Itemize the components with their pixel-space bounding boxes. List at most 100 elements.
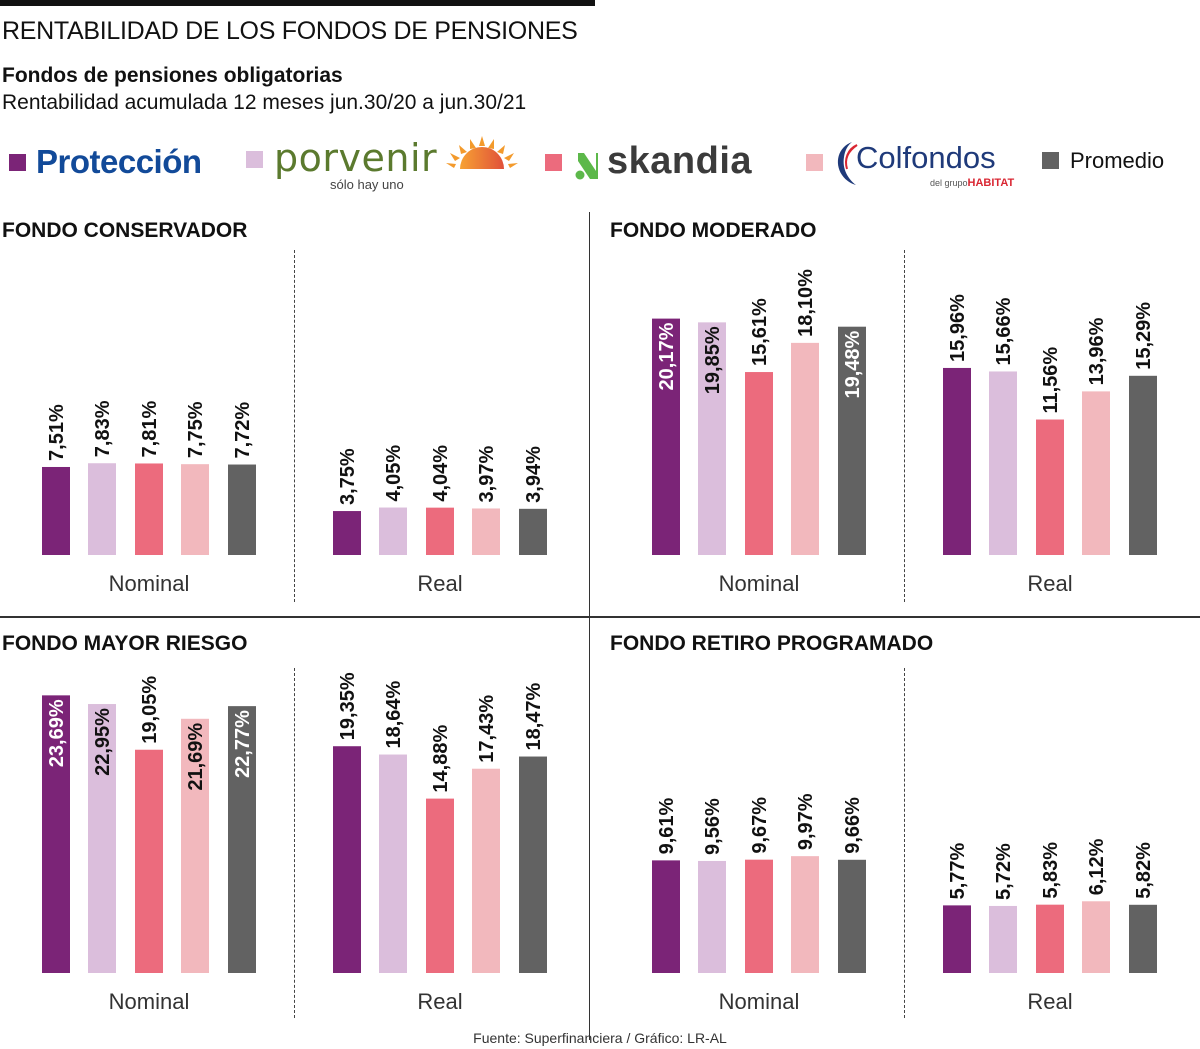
data-label-retiro-programado-nominal-promedio: 9,66% [842, 797, 864, 854]
bar-moderado-real-promedio [1129, 375, 1157, 555]
source-note: Fuente: Superfinanciera / Gráfico: LR-AL [473, 1030, 727, 1046]
bar-retiro-programado-nominal-skandia [745, 859, 773, 973]
data-label-conservador-real-proteccion: 3,75% [337, 448, 359, 505]
bar-retiro-programado-real-proteccion [943, 905, 971, 973]
bar-conservador-real-colfondos [472, 508, 500, 555]
data-label-moderado-nominal-skandia: 15,61% [749, 298, 771, 366]
vertical-divider [589, 212, 590, 1040]
group-label-retiro-programado-real: Real [1027, 989, 1072, 1014]
data-label-retiro-programado-real-promedio: 5,82% [1133, 842, 1155, 899]
data-label-retiro-programado-real-colfondos: 6,12% [1086, 838, 1108, 895]
bar-mayor-riesgo-real-skandia [426, 798, 454, 973]
group-label-moderado-nominal: Nominal [719, 571, 800, 596]
data-label-mayor-riesgo-real-skandia: 14,88% [430, 725, 452, 793]
chart-date-range: Rentabilidad acumulada 12 meses jun.30/2… [2, 91, 527, 114]
bar-moderado-nominal-skandia [745, 372, 773, 555]
chart-title: RENTABILIDAD DE LOS FONDOS DE PENSIONES [2, 17, 578, 45]
group-label-moderado-real: Real [1027, 571, 1072, 596]
panel-title-moderado: FONDO MODERADO [610, 219, 817, 242]
legend-swatch-promedio [1042, 152, 1059, 169]
bar-moderado-nominal-promedio [838, 326, 866, 555]
legend-swatch-skandia [545, 154, 562, 171]
data-label-moderado-nominal-proteccion: 20,17% [656, 322, 678, 390]
data-label-moderado-real-proteccion: 15,96% [947, 294, 969, 362]
colfondos-swoosh-icon [837, 142, 858, 185]
data-label-moderado-real-porvenir: 15,66% [993, 297, 1015, 365]
data-label-mayor-riesgo-real-proteccion: 19,35% [337, 672, 359, 740]
bar-mayor-riesgo-real-promedio [519, 756, 547, 973]
data-label-retiro-programado-real-proteccion: 5,77% [947, 842, 969, 899]
group-separator-moderado [904, 250, 905, 602]
bar-retiro-programado-real-porvenir [989, 905, 1017, 973]
data-label-conservador-nominal-proteccion: 7,51% [46, 404, 68, 461]
colfondos-tagline: del grupoHABITAT [930, 177, 1014, 189]
data-label-conservador-real-promedio: 3,94% [523, 446, 545, 503]
bar-retiro-programado-real-colfondos [1082, 901, 1110, 973]
data-label-conservador-real-skandia: 4,04% [430, 445, 452, 502]
data-label-mayor-riesgo-real-porvenir: 18,64% [383, 680, 405, 748]
bar-mayor-riesgo-nominal-porvenir [88, 704, 116, 973]
data-label-mayor-riesgo-nominal-skandia: 19,05% [139, 676, 161, 744]
data-label-moderado-nominal-porvenir: 19,85% [702, 326, 724, 394]
bar-moderado-real-skandia [1036, 419, 1064, 555]
bar-conservador-real-promedio [519, 508, 547, 555]
skandia-mark-icon [574, 153, 598, 180]
group-separator-conservador [294, 250, 295, 602]
panel-title-mayor-riesgo: FONDO MAYOR RIESGO [2, 632, 248, 655]
data-label-retiro-programado-nominal-porvenir: 9,56% [702, 798, 724, 855]
data-label-mayor-riesgo-nominal-porvenir: 22,95% [92, 708, 114, 776]
bar-conservador-nominal-proteccion [42, 466, 70, 555]
bar-mayor-riesgo-real-colfondos [472, 768, 500, 973]
group-label-conservador-real: Real [417, 571, 462, 596]
bar-conservador-nominal-skandia [135, 463, 163, 555]
data-label-mayor-riesgo-real-promedio: 18,47% [523, 682, 545, 750]
legend-swatch-proteccion [9, 154, 26, 171]
legend-swatch-porvenir [246, 151, 263, 168]
skandia-logo: skandia [607, 140, 753, 182]
data-label-retiro-programado-nominal-proteccion: 9,61% [656, 797, 678, 854]
bar-mayor-riesgo-real-proteccion [333, 746, 361, 973]
bar-moderado-nominal-colfondos [791, 342, 819, 555]
horizontal-divider [0, 616, 1200, 618]
data-label-moderado-real-colfondos: 13,96% [1086, 317, 1108, 385]
data-label-conservador-nominal-promedio: 7,72% [232, 402, 254, 459]
top-rule [0, 0, 595, 6]
panel-title-conservador: FONDO CONSERVADOR [2, 219, 248, 242]
data-label-moderado-nominal-colfondos: 18,10% [795, 269, 817, 337]
data-label-conservador-nominal-colfondos: 7,75% [185, 401, 207, 458]
data-label-moderado-real-skandia: 11,56% [1040, 347, 1062, 414]
group-separator-retiro-programado [904, 668, 905, 1018]
bar-retiro-programado-nominal-proteccion [652, 860, 680, 973]
bar-conservador-nominal-promedio [228, 464, 256, 555]
data-label-retiro-programado-real-skandia: 5,83% [1040, 842, 1062, 899]
group-label-conservador-nominal: Nominal [109, 571, 190, 596]
bar-moderado-real-porvenir [989, 371, 1017, 555]
bar-mayor-riesgo-nominal-colfondos [181, 718, 209, 973]
bar-mayor-riesgo-nominal-proteccion [42, 695, 70, 973]
data-label-moderado-real-promedio: 15,29% [1133, 302, 1155, 370]
legend-swatch-colfondos [806, 154, 823, 171]
legend-label-promedio: Promedio [1070, 148, 1165, 173]
bar-retiro-programado-nominal-colfondos [791, 856, 819, 973]
bar-retiro-programado-nominal-porvenir [698, 860, 726, 973]
data-label-retiro-programado-real-porvenir: 5,72% [993, 843, 1015, 900]
data-label-mayor-riesgo-nominal-colfondos: 21,69% [185, 723, 207, 791]
bar-conservador-nominal-porvenir [88, 463, 116, 555]
colfondos-tagline-prefix: del grupo [930, 178, 968, 188]
porvenir-tagline: sólo hay uno [330, 177, 404, 192]
bar-mayor-riesgo-nominal-skandia [135, 749, 163, 973]
data-label-conservador-real-porvenir: 4,05% [383, 445, 405, 502]
chart-subtitle: Fondos de pensiones obligatorias [2, 64, 343, 87]
bar-conservador-real-proteccion [333, 511, 361, 555]
bar-conservador-real-skandia [426, 507, 454, 555]
porvenir-sun-icon [446, 136, 518, 169]
group-label-mayor-riesgo-nominal: Nominal [109, 989, 190, 1014]
group-separator-mayor-riesgo [294, 668, 295, 1018]
bar-retiro-programado-real-promedio [1129, 904, 1157, 973]
proteccion-logo: Protección [36, 143, 202, 180]
bar-moderado-real-proteccion [943, 367, 971, 555]
group-label-mayor-riesgo-real: Real [417, 989, 462, 1014]
bar-mayor-riesgo-real-porvenir [379, 754, 407, 973]
data-label-mayor-riesgo-nominal-promedio: 22,77% [232, 710, 254, 778]
